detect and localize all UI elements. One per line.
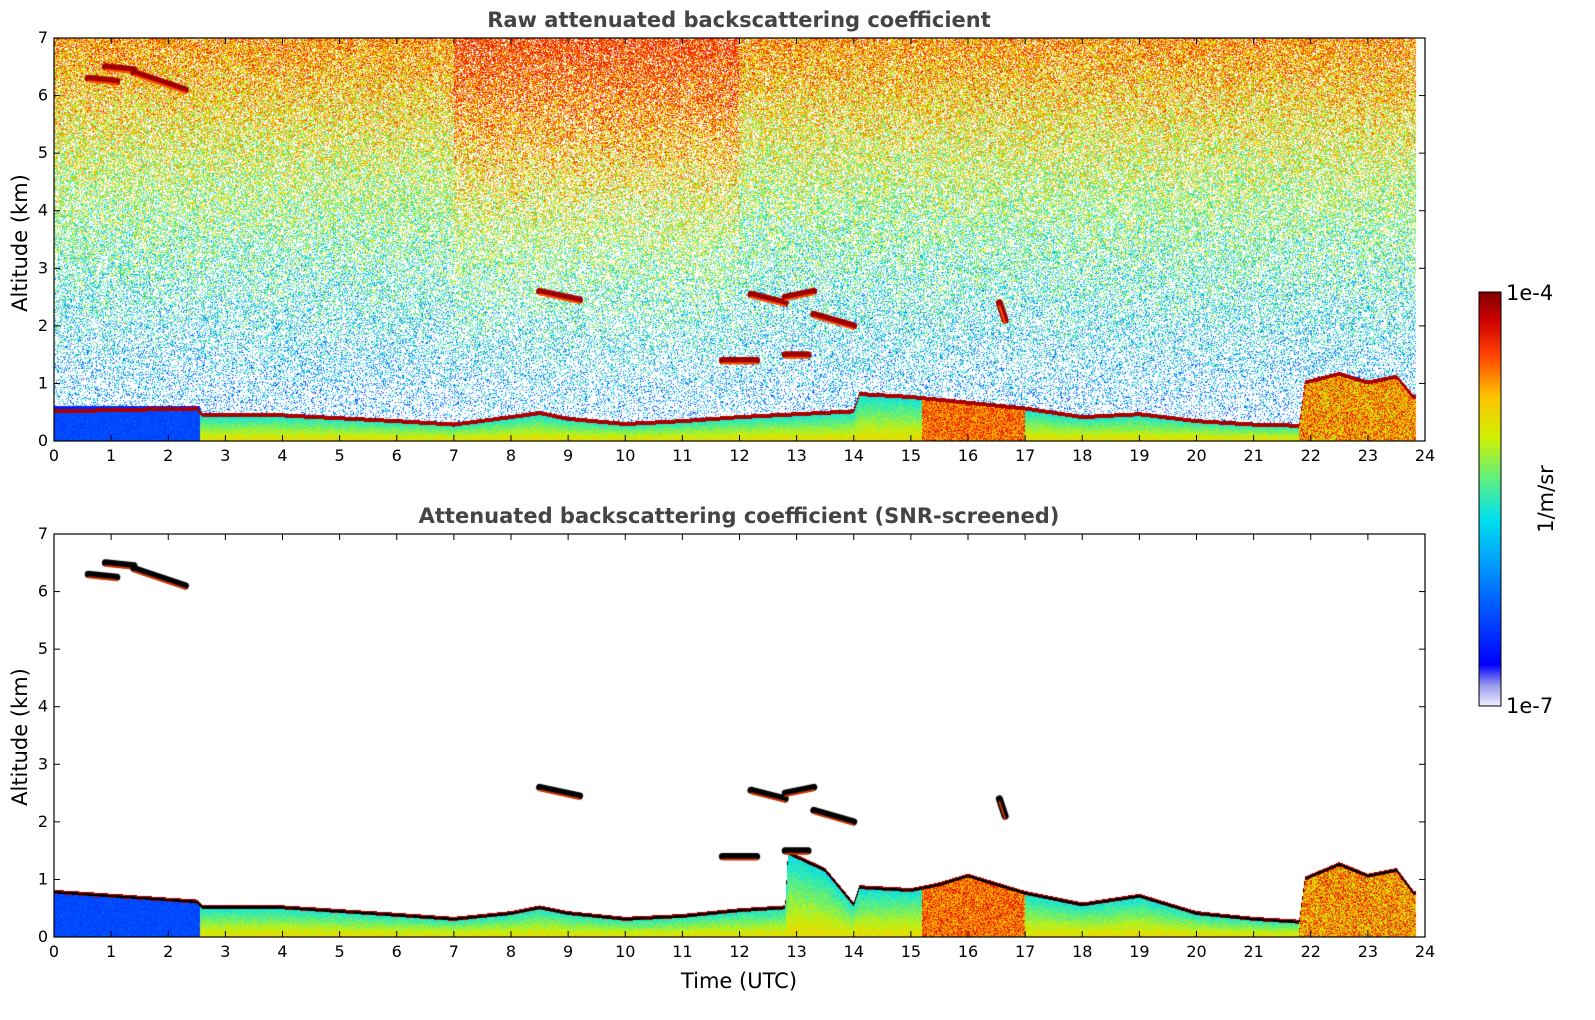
x-tick-label: 17: [1015, 446, 1035, 465]
y-tick-label: 0: [38, 927, 48, 946]
panel-screened-xlabel: Time (UTC): [680, 969, 797, 993]
colorbar-gradient: [1478, 291, 1502, 707]
panel-screened-heatmap: [54, 534, 1425, 937]
x-tick-label: 6: [392, 446, 402, 465]
x-tick-label: 2: [163, 942, 173, 961]
panel-raw: Raw attenuated backscattering coefficien…: [8, 8, 1435, 465]
x-tick-label: 15: [901, 446, 921, 465]
x-tick-label: 2: [163, 446, 173, 465]
x-tick-label: 3: [220, 942, 230, 961]
x-tick-label: 9: [563, 446, 573, 465]
panel-raw-heatmap: [54, 38, 1425, 441]
panel-raw-axes: 0 1 2 3 4 5 6 7 8 9 10 11 12 13 14 15 16 17 18 19 20 21 22 23 24…: [38, 28, 1435, 465]
x-tick-label: 4: [277, 942, 287, 961]
x-tick-label: 21: [1243, 942, 1263, 961]
x-tick-label: 16: [958, 942, 978, 961]
x-tick-label: 22: [1301, 446, 1321, 465]
y-tick-label: 6: [38, 582, 48, 601]
x-tick-label: 20: [1186, 446, 1206, 465]
x-tick-label: 15: [901, 942, 921, 961]
x-tick-label: 9: [563, 942, 573, 961]
colorbar: 1e-4 1e-7 1/m/sr: [1478, 281, 1558, 718]
x-tick-label: 10: [615, 942, 635, 961]
x-tick-label: 13: [786, 942, 806, 961]
x-tick-label: 5: [335, 942, 345, 961]
x-tick-label: 8: [506, 942, 516, 961]
y-tick-label: 1: [38, 869, 48, 888]
panel-screened-ylabel: Altitude (km): [8, 668, 32, 806]
x-tick-label: 16: [958, 446, 978, 465]
x-tick-label: 0: [49, 446, 59, 465]
x-tick-label: 21: [1243, 446, 1263, 465]
x-tick-label: 17: [1015, 942, 1035, 961]
y-tick-label: 0: [38, 431, 48, 450]
y-tick-label: 5: [38, 143, 48, 162]
y-tick-label: 7: [38, 524, 48, 543]
x-tick-label: 14: [844, 942, 864, 961]
x-tick-label: 11: [672, 942, 692, 961]
colorbar-min-label: 1e-7: [1506, 694, 1553, 718]
y-tick-label: 2: [38, 316, 48, 335]
y-tick-label: 3: [38, 754, 48, 773]
x-tick-label: 24: [1415, 942, 1435, 961]
x-tick-label: 12: [729, 446, 749, 465]
y-tick-label: 1: [38, 373, 48, 392]
x-tick-label: 5: [335, 446, 345, 465]
x-tick-label: 18: [1072, 446, 1092, 465]
x-tick-label: 24: [1415, 446, 1435, 465]
x-tick-label: 20: [1186, 942, 1206, 961]
y-tick-label: 5: [38, 639, 48, 658]
x-tick-label: 18: [1072, 942, 1092, 961]
x-tick-label: 22: [1301, 942, 1321, 961]
colorbar-label: 1/m/sr: [1534, 465, 1558, 533]
y-tick-label: 2: [38, 812, 48, 831]
x-tick-label: 12: [729, 942, 749, 961]
x-tick-label: 1: [106, 446, 116, 465]
panel-screened-title: Attenuated backscattering coefficient (S…: [419, 504, 1060, 528]
panel-raw-ylabel: Altitude (km): [8, 174, 32, 312]
x-tick-label: 7: [449, 446, 459, 465]
x-tick-label: 19: [1129, 942, 1149, 961]
panel-screened-frame: [53, 533, 1426, 938]
x-tick-label: 19: [1129, 446, 1149, 465]
x-tick-label: 10: [615, 446, 635, 465]
x-tick-label: 3: [220, 446, 230, 465]
x-tick-label: 6: [392, 942, 402, 961]
y-tick-label: 4: [38, 697, 48, 716]
x-tick-label: 11: [672, 446, 692, 465]
panel-raw-frame: [53, 37, 1426, 442]
x-tick-label: 13: [786, 446, 806, 465]
x-tick-label: 23: [1358, 942, 1378, 961]
y-tick-label: 4: [38, 201, 48, 220]
x-tick-label: 0: [49, 942, 59, 961]
x-tick-label: 23: [1358, 446, 1378, 465]
panel-raw-title: Raw attenuated backscattering coefficien…: [487, 8, 991, 32]
x-tick-label: 8: [506, 446, 516, 465]
y-tick-label: 6: [38, 86, 48, 105]
colorbar-max-label: 1e-4: [1506, 281, 1553, 305]
panel-screened: Attenuated backscattering coefficient (S…: [8, 504, 1435, 993]
x-tick-label: 7: [449, 942, 459, 961]
x-tick-label: 1: [106, 942, 116, 961]
x-tick-label: 14: [844, 446, 864, 465]
x-tick-label: 4: [277, 446, 287, 465]
y-tick-label: 3: [38, 258, 48, 277]
y-tick-label: 7: [38, 28, 48, 47]
